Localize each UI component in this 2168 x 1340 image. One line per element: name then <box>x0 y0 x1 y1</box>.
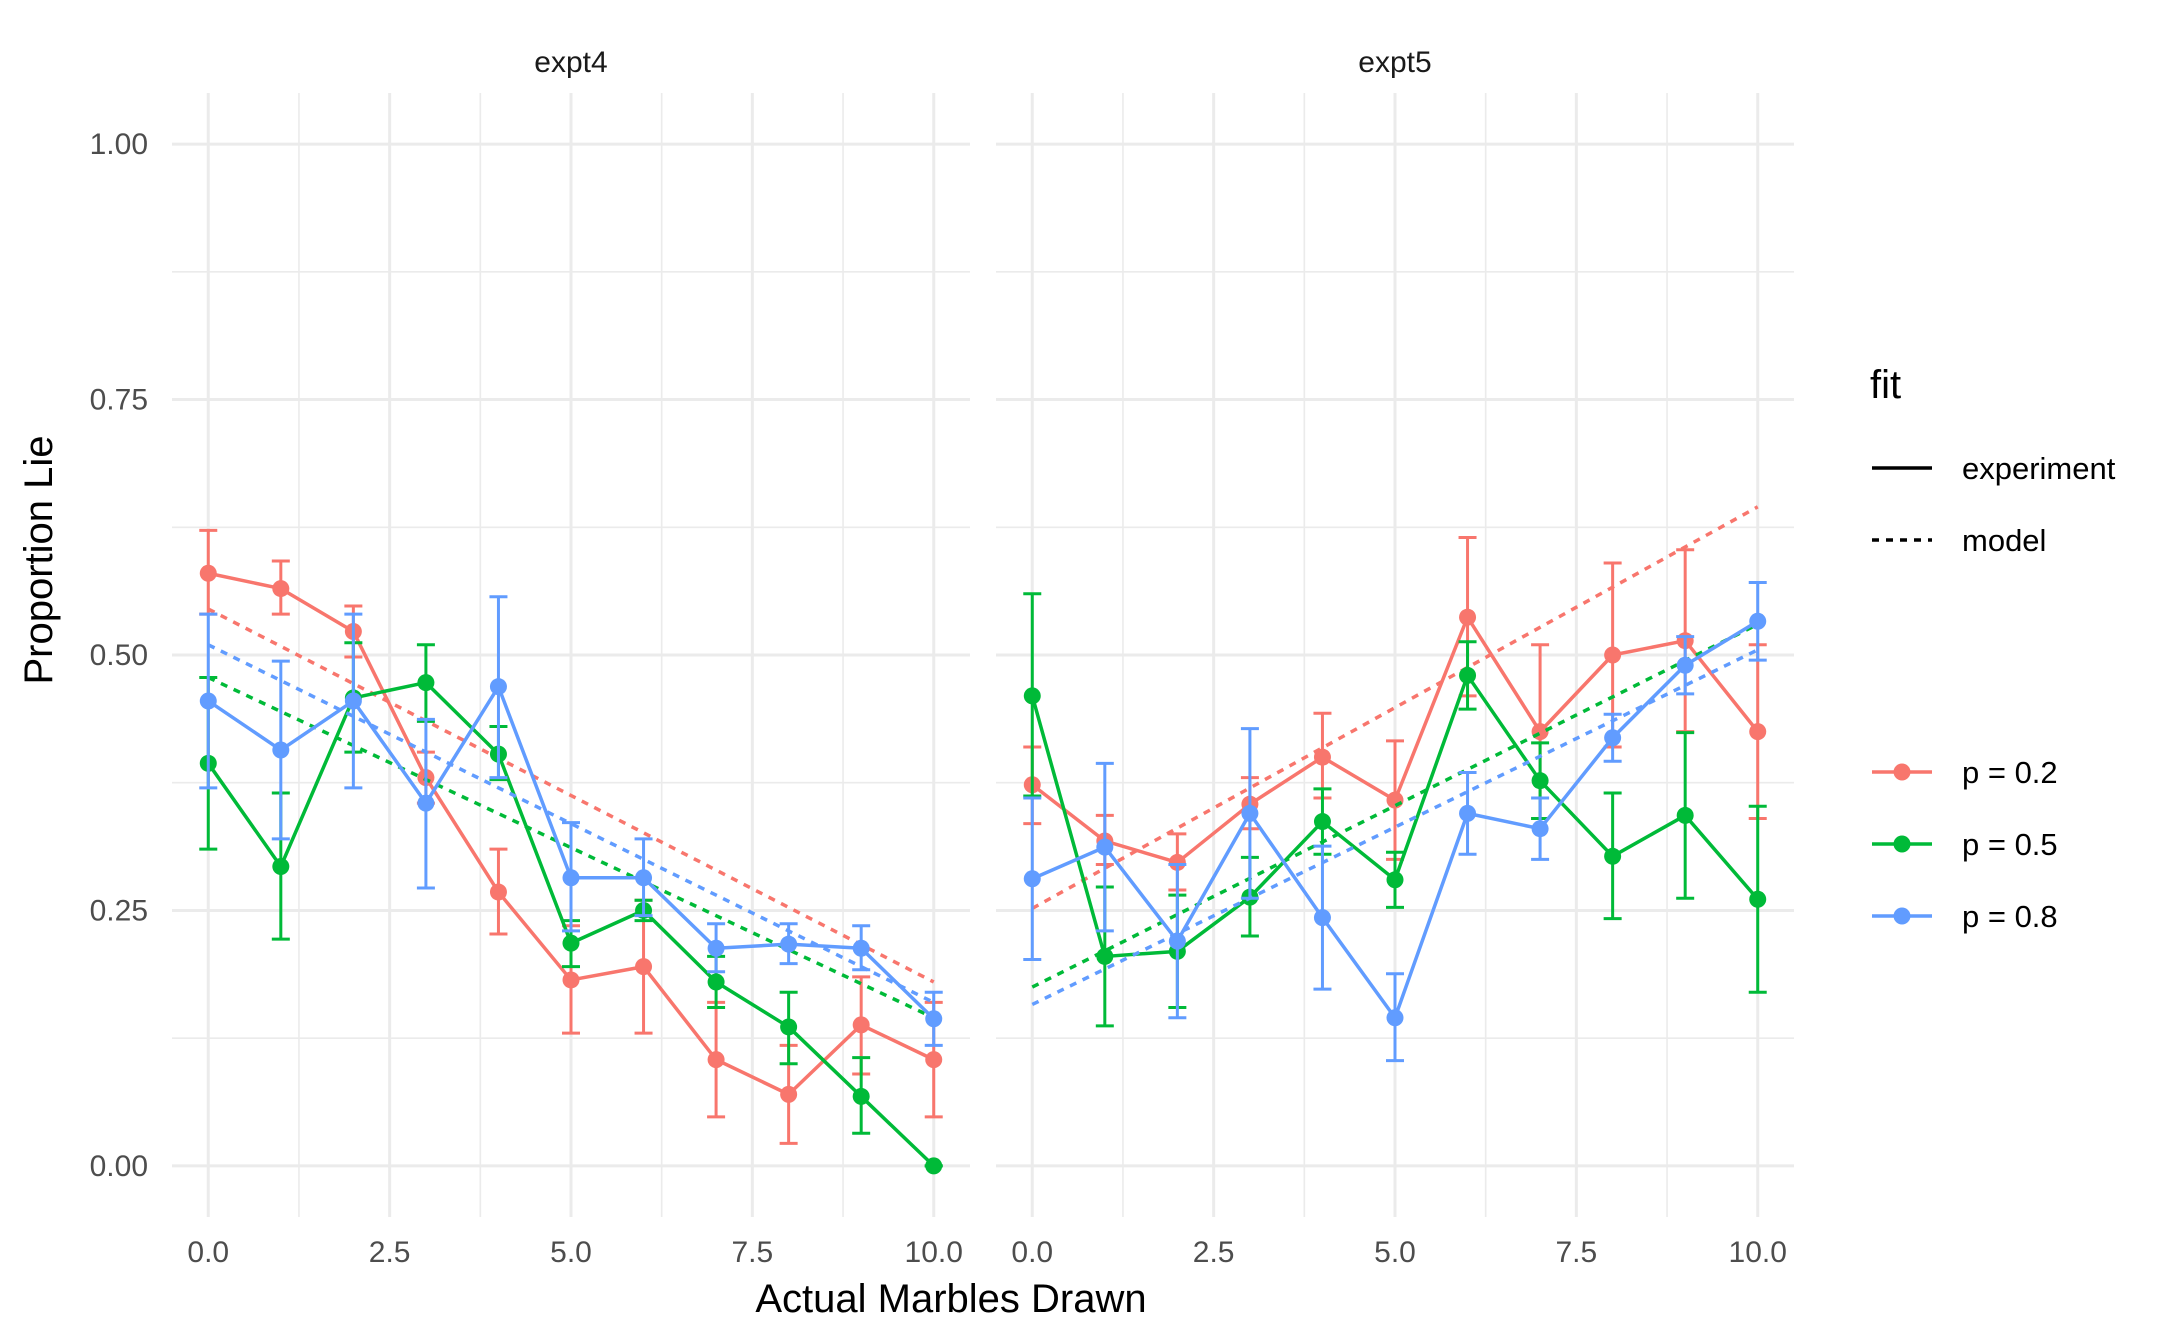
data-point <box>489 883 507 901</box>
data-point <box>1313 748 1331 766</box>
legend-key-point <box>1893 763 1911 781</box>
x-tick-label: 5.0 <box>550 1236 592 1269</box>
legend: fit experiment model p = 0.2 p = 0.5 p = 0.8 <box>1870 363 2116 934</box>
series-p = 0.8 <box>199 595 943 1047</box>
data-point <box>1023 687 1041 705</box>
x-tick-label: 10.0 <box>905 1236 963 1269</box>
data-point <box>1749 890 1767 908</box>
x-tick-label: 2.5 <box>369 1236 411 1269</box>
x-tick-label: 0.0 <box>187 1236 229 1269</box>
model-line <box>1031 648 1759 1007</box>
series-p = 0.8 <box>1023 580 1767 1063</box>
data-point <box>1749 723 1767 741</box>
data-point <box>272 858 290 876</box>
data-point <box>417 794 435 812</box>
legend-label: p = 0.8 <box>1962 899 2058 934</box>
data-point <box>1313 813 1331 831</box>
model-line <box>1031 622 1759 989</box>
data-point <box>1459 608 1477 626</box>
data-point <box>1604 646 1622 664</box>
data-point <box>272 741 290 759</box>
x-tick-label: 2.5 <box>1193 1236 1235 1269</box>
model-line <box>1031 505 1759 910</box>
facet-title: expt4 <box>534 46 607 79</box>
data-point <box>199 692 217 710</box>
legend-label-model: model <box>1962 523 2046 558</box>
x-tick-label: 10.0 <box>1729 1236 1787 1269</box>
data-point <box>852 1087 870 1105</box>
data-point <box>780 935 798 953</box>
data-point <box>852 939 870 957</box>
x-tick-label: 7.5 <box>1556 1236 1598 1269</box>
data-point <box>1168 853 1186 871</box>
data-point <box>1241 804 1259 822</box>
data-point <box>925 1157 943 1175</box>
data-point <box>1386 871 1404 889</box>
data-point <box>1676 656 1694 674</box>
facet-panels: expt4 0.0 2.5 5.0 7.5 10.0 0.00 0.25 0.50 0.75 1.0… <box>90 46 1794 1269</box>
model-line <box>207 607 935 984</box>
data-point <box>562 934 580 952</box>
y-tick-label: 0.00 <box>90 1150 148 1183</box>
y-tick-label: 0.25 <box>90 894 148 927</box>
data-point <box>1313 909 1331 927</box>
x-axis-label: Actual Marbles Drawn <box>755 1277 1146 1321</box>
data-point <box>1604 729 1622 747</box>
data-point <box>1604 847 1622 865</box>
x-tick-label: 0.0 <box>1011 1236 1053 1269</box>
data-point <box>1096 947 1114 965</box>
x-tick-label: 5.0 <box>1374 1236 1416 1269</box>
panel-expt5: expt5 0.0 2.5 5.0 7.5 10.0 <box>996 46 1794 1269</box>
data-point <box>635 869 653 887</box>
y-tick-label: 0.75 <box>90 384 148 417</box>
data-point <box>635 958 653 976</box>
y-tick-label: 0.50 <box>90 639 148 672</box>
data-point <box>925 1051 943 1069</box>
data-point <box>780 1085 798 1103</box>
legend-label-experiment: experiment <box>1962 451 2116 486</box>
data-point <box>780 1018 798 1036</box>
data-point <box>417 674 435 692</box>
data-point <box>1676 806 1694 824</box>
facet-title: expt5 <box>1358 46 1431 79</box>
legend-title-fit: fit <box>1870 363 1901 407</box>
y-axis-label: Proportion Lie <box>17 435 61 684</box>
data-point <box>199 564 217 582</box>
data-point <box>1096 838 1114 856</box>
data-point <box>489 678 507 696</box>
data-point <box>1531 772 1549 790</box>
data-point <box>707 973 725 991</box>
legend-key-point <box>1893 907 1911 925</box>
data-point <box>1531 820 1549 838</box>
data-point <box>707 1051 725 1069</box>
data-point <box>272 580 290 598</box>
data-point <box>1459 804 1477 822</box>
model-line <box>207 643 935 1004</box>
data-point <box>925 1010 943 1028</box>
data-point <box>707 939 725 957</box>
data-point <box>1749 612 1767 630</box>
data-point <box>1459 666 1477 684</box>
legend-key-point <box>1893 835 1911 853</box>
data-point <box>344 692 362 710</box>
legend-label: p = 0.2 <box>1962 755 2058 790</box>
x-tick-label: 7.5 <box>732 1236 774 1269</box>
data-point <box>1168 932 1186 950</box>
data-point <box>852 1016 870 1034</box>
legend-label: p = 0.5 <box>1962 827 2058 862</box>
y-tick-label: 1.00 <box>90 128 148 161</box>
data-point <box>562 971 580 989</box>
data-point <box>1386 1009 1404 1027</box>
data-point <box>1023 870 1041 888</box>
panel-expt4: expt4 0.0 2.5 5.0 7.5 10.0 0.00 0.25 0.50 0.75 1.0… <box>90 46 970 1269</box>
data-point <box>1386 791 1404 809</box>
data-point <box>562 869 580 887</box>
